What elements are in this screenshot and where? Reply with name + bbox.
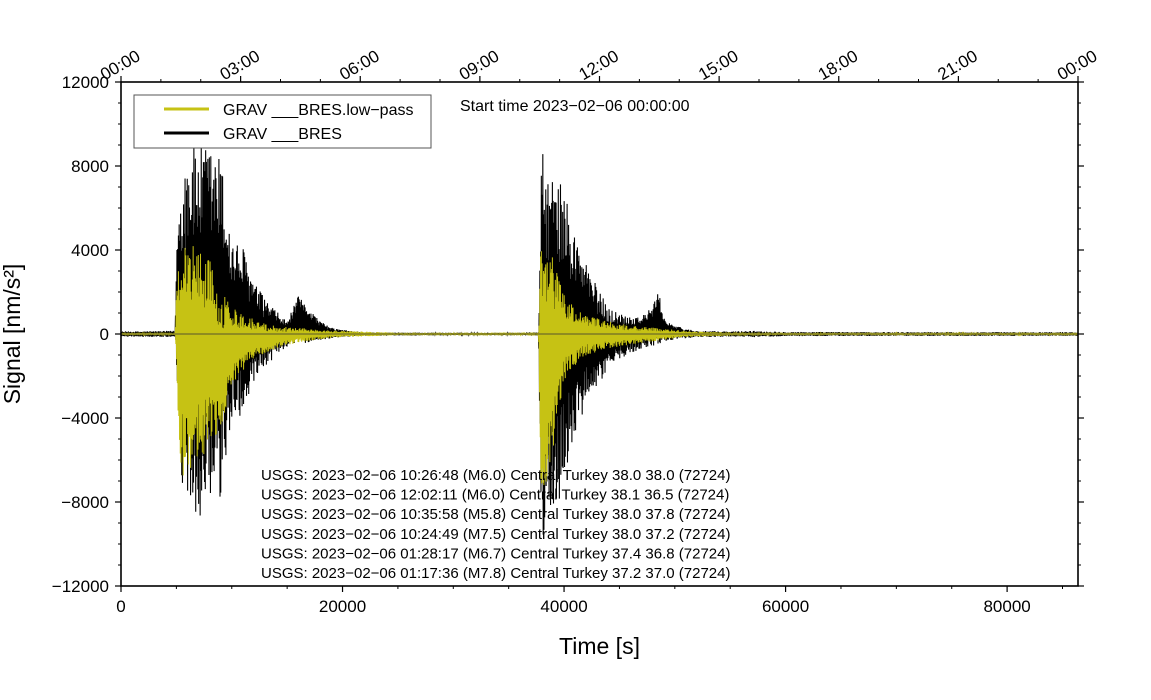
y-tick-label: 8000 xyxy=(71,157,109,176)
event-annotation: USGS: 2023−02−06 10:35:58 (M5.8) Central… xyxy=(261,506,730,523)
event-annotations: USGS: 2023−02−06 10:26:48 (M6.0) Central… xyxy=(261,467,730,582)
y-tick-label: 0 xyxy=(100,325,109,344)
top-tick-label: 06:00 xyxy=(336,46,382,84)
legend-box xyxy=(133,94,432,149)
y-tick-label: −4000 xyxy=(61,409,109,428)
event-annotation: USGS: 2023−02−06 12:02:11 (M6.0) Central… xyxy=(261,487,729,504)
top-tick-label: 03:00 xyxy=(217,46,263,84)
series-layer xyxy=(121,82,1078,586)
top-tick-label: 00:00 xyxy=(1054,46,1100,84)
top-tick-label: 00:00 xyxy=(97,46,143,84)
top-tick-label: 21:00 xyxy=(934,46,980,84)
x-tick-label: 60000 xyxy=(762,597,809,616)
x-tick-label: 80000 xyxy=(983,597,1030,616)
y-axis-title: Signal [nm/s²] xyxy=(0,264,25,405)
legend-label-0: GRAV ___BRES xyxy=(223,126,342,143)
legend-label-1: GRAV ___BRES.low−pass xyxy=(223,102,413,119)
start-time-label: Start time 2023−02−06 00:00:00 xyxy=(460,98,690,115)
top-tick-label: 18:00 xyxy=(815,46,861,84)
event-annotation: USGS: 2023−02−06 10:26:48 (M6.0) Central… xyxy=(261,467,730,484)
legend: GRAV ___BRES.low−pass GRAV ___BRES xyxy=(133,94,432,149)
series-line-1 xyxy=(121,246,1078,485)
y-tick-label: 12000 xyxy=(62,73,109,92)
x-axis-title: Time [s] xyxy=(559,633,640,659)
x-tick-label: 20000 xyxy=(319,597,366,616)
top-tick-label: 09:00 xyxy=(456,46,502,84)
x-tick-label: 0 xyxy=(116,597,125,616)
event-annotation: USGS: 2023−02−06 01:28:17 (M6.7) Central… xyxy=(261,545,730,562)
y-tick-label: 4000 xyxy=(71,241,109,260)
x-tick-label: 40000 xyxy=(540,597,587,616)
top-tick-label: 15:00 xyxy=(695,46,741,84)
event-annotation: USGS: 2023−02−06 01:17:36 (M7.8) Central… xyxy=(261,565,730,582)
y-tick-label: −12000 xyxy=(52,577,109,596)
event-annotation: USGS: 2023−02−06 10:24:49 (M7.5) Central… xyxy=(261,526,730,543)
y-tick-label: −8000 xyxy=(61,493,109,512)
top-tick-label: 12:00 xyxy=(576,46,622,84)
